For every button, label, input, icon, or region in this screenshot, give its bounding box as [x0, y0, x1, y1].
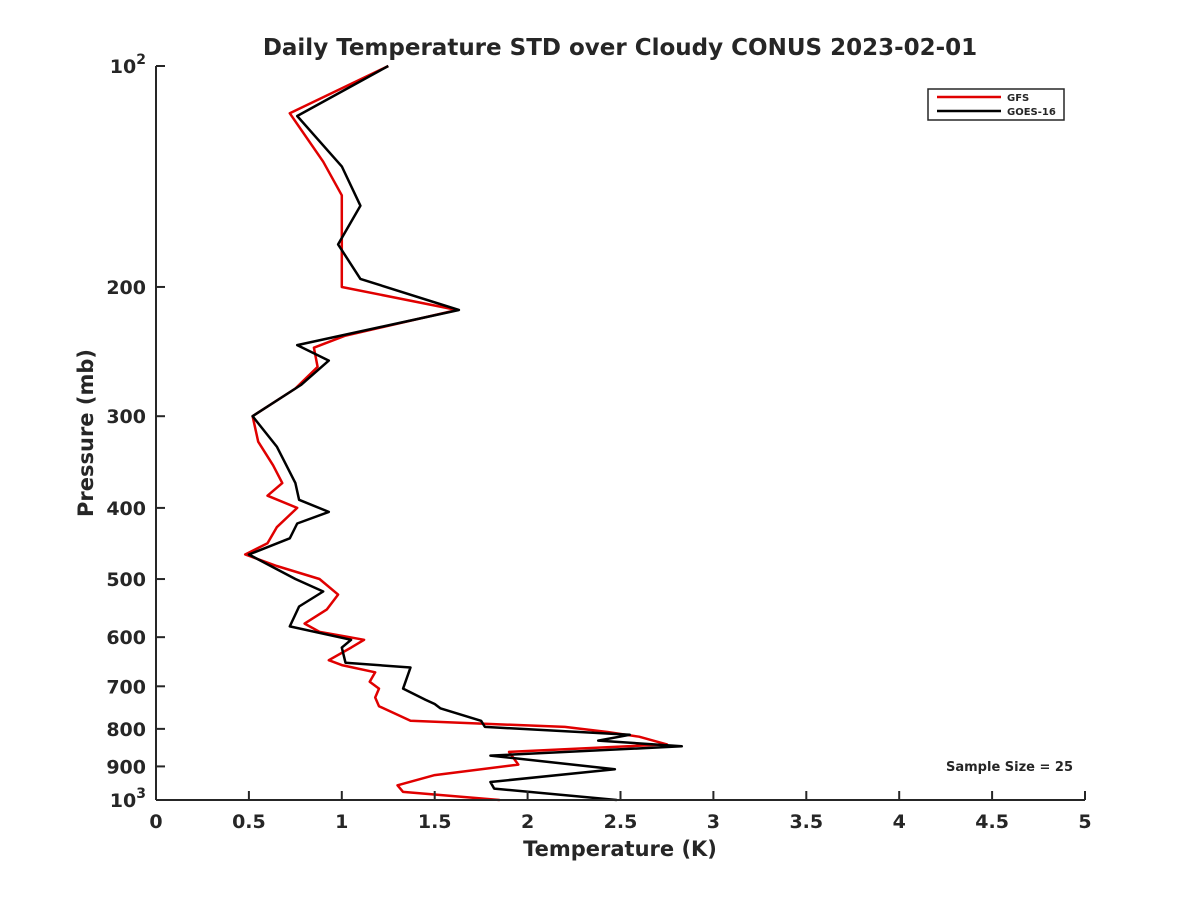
legend-box	[927, 88, 1065, 121]
y-tick-label: 300	[106, 406, 146, 428]
y-tick-label: 800	[106, 719, 146, 741]
x-tick-label: 4.5	[975, 811, 1009, 833]
x-tick-label: 1	[335, 811, 348, 833]
y-tick-label: 103	[110, 786, 146, 812]
x-tick-label: 4	[893, 811, 906, 833]
y-axis-label: Pressure (mb)	[74, 349, 98, 517]
y-tick-label: 700	[106, 676, 146, 698]
y-tick-label: 500	[106, 569, 146, 591]
y-tick-label: 900	[106, 756, 146, 778]
x-tick-label: 2	[521, 811, 534, 833]
y-tick-label: 400	[106, 498, 146, 520]
x-tick-label: 0.5	[232, 811, 266, 833]
y-tick-label: 200	[106, 277, 146, 299]
legend-label-goes16: GOES-16	[1007, 107, 1056, 118]
x-tick-label: 3.5	[789, 811, 823, 833]
sample-size-annotation: Sample Size = 25	[946, 760, 1073, 775]
x-axis-label: Temperature (K)	[523, 837, 717, 861]
series-line-goes16	[247, 64, 684, 802]
x-tick-label: 5	[1078, 811, 1091, 833]
legend-label-gfs: GFS	[1007, 93, 1029, 104]
chart-title: Daily Temperature STD over Cloudy CONUS …	[263, 35, 977, 61]
x-tick-label: 3	[707, 811, 720, 833]
x-tick-label: 0	[149, 811, 162, 833]
y-tick-label: 600	[106, 627, 146, 649]
x-tick-label: 2.5	[604, 811, 638, 833]
series-layer	[243, 64, 684, 802]
legend: GFS GOES-16	[927, 88, 1065, 121]
x-tick-label: 1.5	[418, 811, 452, 833]
x-ticks: 0 0.5 1 1.5 2 2.5 3 3.5 4 4.5 5	[149, 791, 1092, 833]
